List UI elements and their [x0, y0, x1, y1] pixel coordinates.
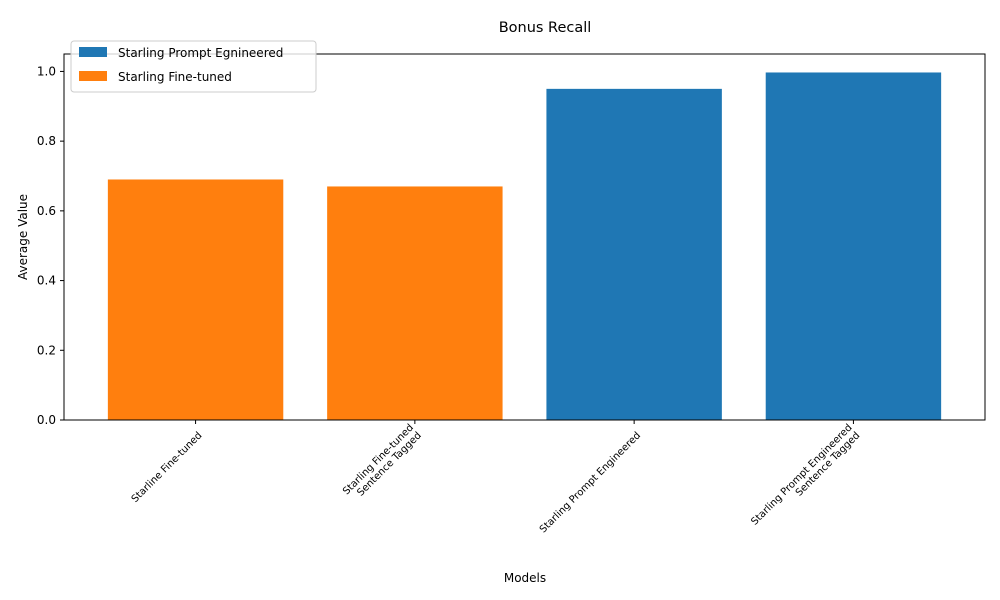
- y-tick-label: 1.0: [37, 64, 56, 78]
- bars-group: [107, 72, 942, 420]
- bar-4: [765, 72, 942, 420]
- x-tick-label-line: Starling Prompt Engineered: [538, 430, 643, 535]
- axes-frame: [63, 53, 986, 421]
- legend-swatch-prompt-engineered: [79, 47, 107, 57]
- x-axis: Starline Fine-tuned Starling Fine-tunedSe…: [130, 420, 862, 535]
- y-tick-label: 0.6: [37, 204, 56, 218]
- legend-box: [70, 40, 317, 93]
- legend: Starling Prompt Egnineered Starling Fine…: [70, 40, 317, 93]
- y-tick-label: 0.0: [37, 413, 56, 427]
- x-tick-label: Starling Prompt Engineered: [538, 430, 643, 535]
- chart-title: Bonus Recall: [499, 20, 592, 36]
- x-tick-label-line: Starling Fine-tuned: [341, 422, 416, 497]
- legend-label-prompt-engineered: Starling Prompt Egnineered: [118, 46, 283, 60]
- legend-label-fine-tuned: Starling Fine-tuned: [118, 70, 232, 84]
- legend-swatch-fine-tuned: [79, 71, 107, 81]
- x-axis-label: Models: [504, 571, 546, 585]
- bar-2: [327, 186, 503, 420]
- y-tick-label: 0.4: [37, 274, 56, 288]
- y-axis-label: Average Value: [16, 194, 30, 280]
- y-tick-label: 0.8: [37, 134, 56, 148]
- x-tick-label-line: Starline Fine-tuned: [130, 430, 205, 505]
- bar-1: [107, 179, 284, 420]
- plot-frame: [63, 53, 986, 421]
- y-tick-label: 0.2: [37, 343, 56, 357]
- bar-3: [546, 88, 722, 420]
- x-tick-label-line: Starling Prompt Engineered: [749, 422, 854, 527]
- x-tick-label: Starline Fine-tuned: [130, 430, 205, 505]
- y-axis: 0.0 0.2 0.4 0.6 0.8 1.0: [37, 64, 64, 427]
